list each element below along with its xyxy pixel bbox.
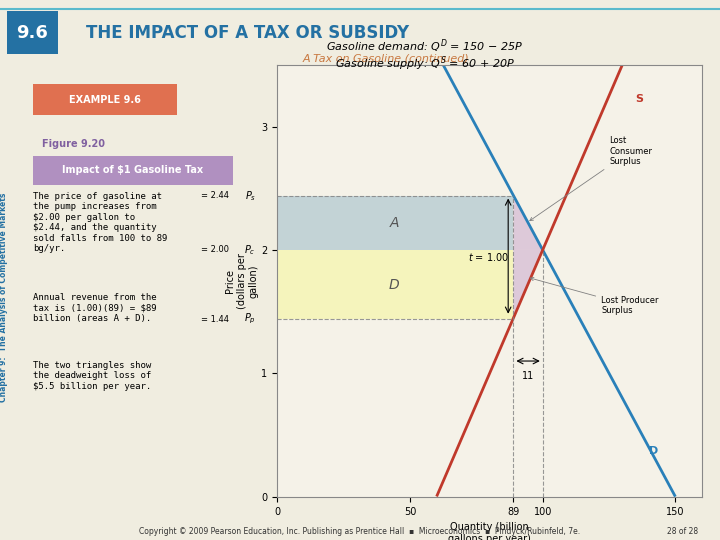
Text: S: S — [636, 94, 644, 104]
Text: The price of gasoline at
the pump increases from
$2.00 per gallon to
$2.44, and : The price of gasoline at the pump increa… — [33, 192, 168, 253]
Text: A Tax on Gasoline (continued): A Tax on Gasoline (continued) — [302, 53, 469, 63]
FancyBboxPatch shape — [33, 156, 233, 185]
Text: Gasoline demand: $Q^D$ = 150 $-$ 25$P$: Gasoline demand: $Q^D$ = 150 $-$ 25$P$ — [326, 37, 523, 55]
Text: $P_s$: $P_s$ — [245, 189, 256, 202]
Text: D: D — [649, 446, 658, 456]
Text: = 2.44: = 2.44 — [202, 191, 230, 200]
Y-axis label: Price
(dollars per
gallon): Price (dollars per gallon) — [225, 253, 258, 309]
FancyBboxPatch shape — [7, 11, 58, 54]
Text: Impact of $1 Gasoline Tax: Impact of $1 Gasoline Tax — [63, 165, 204, 176]
Text: = 2.00: = 2.00 — [202, 246, 230, 254]
Text: Lost
Consumer
Surplus: Lost Consumer Surplus — [530, 136, 652, 221]
Text: $P_c$: $P_c$ — [245, 243, 256, 257]
FancyBboxPatch shape — [33, 84, 177, 116]
Text: Figure 9.20: Figure 9.20 — [42, 139, 104, 149]
Text: = 1.44: = 1.44 — [202, 315, 230, 323]
Text: Chapter 9:  The Analysis of Competitive Markets: Chapter 9: The Analysis of Competitive M… — [0, 192, 8, 402]
Text: Gasoline supply: $Q^S$ = 60 + 20$P$: Gasoline supply: $Q^S$ = 60 + 20$P$ — [335, 55, 515, 73]
Text: $P_p$: $P_p$ — [244, 312, 256, 326]
Text: 28 of 28: 28 of 28 — [667, 526, 698, 536]
Bar — [277, 195, 513, 250]
Text: THE IMPACT OF A TAX OR SUBSIDY: THE IMPACT OF A TAX OR SUBSIDY — [86, 24, 410, 42]
Bar — [277, 250, 513, 319]
Text: Lost Producer
Surplus: Lost Producer Surplus — [531, 278, 659, 315]
Text: EXAMPLE 9.6: EXAMPLE 9.6 — [69, 94, 141, 105]
Text: Annual revenue from the
tax is (1.00)(89) = $89
billion (areas A + D).: Annual revenue from the tax is (1.00)(89… — [33, 293, 157, 323]
Text: 11: 11 — [522, 371, 534, 381]
Text: D: D — [389, 278, 400, 292]
Polygon shape — [513, 250, 543, 319]
Text: The two triangles show
the deadweight loss of
$5.5 billion per year.: The two triangles show the deadweight lo… — [33, 361, 151, 391]
X-axis label: Quantity (billion
gallons per year): Quantity (billion gallons per year) — [448, 522, 531, 540]
Text: 9.6: 9.6 — [17, 24, 48, 42]
Text: Copyright © 2009 Pearson Education, Inc. Publishing as Prentice Hall  ▪  Microec: Copyright © 2009 Pearson Education, Inc.… — [140, 526, 580, 536]
Polygon shape — [513, 195, 543, 250]
Text: A: A — [390, 216, 399, 230]
Text: $t$ = 1.00: $t$ = 1.00 — [469, 251, 510, 264]
